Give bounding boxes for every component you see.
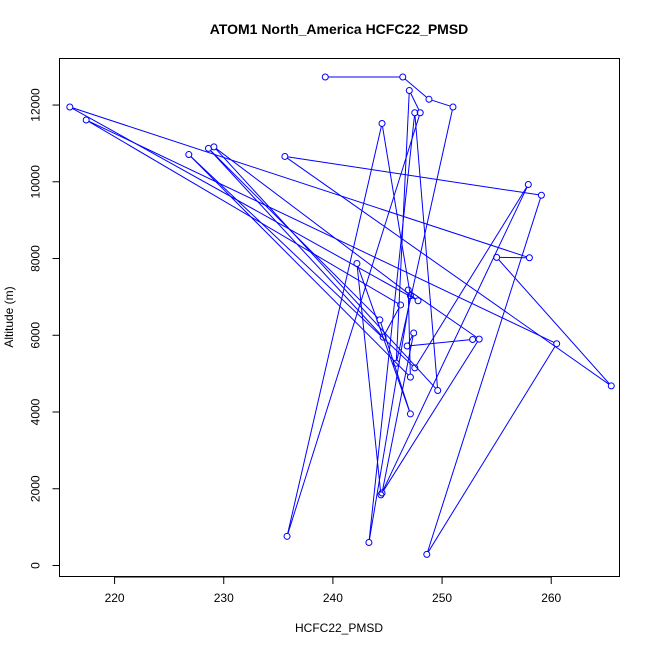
series-line-segment	[404, 78, 428, 98]
data-point	[425, 95, 433, 103]
data-point	[66, 103, 74, 111]
series-line-segment	[287, 156, 539, 196]
data-point	[406, 292, 414, 300]
x-tick-label: 220	[105, 591, 125, 605]
data-point	[365, 538, 373, 546]
series-line-segment	[384, 307, 400, 335]
y-axis: 0 2000 4000 6000 8000 10000 12000	[29, 88, 60, 569]
y-tick-label: 6000	[29, 322, 43, 349]
series-line-segment	[368, 298, 411, 540]
series-line-segment	[383, 341, 479, 491]
series-layer	[66, 73, 615, 558]
series-line-segment	[414, 115, 438, 388]
data-point	[281, 152, 289, 160]
x-axis-label: HCFC22_PMSD	[295, 621, 383, 635]
series-line-segment	[410, 92, 420, 111]
series-line-segment	[190, 156, 409, 376]
series-line-segment	[72, 107, 527, 258]
series-line-segment	[410, 291, 477, 338]
series-line-segment	[215, 148, 437, 389]
data-point	[353, 260, 361, 268]
series-line-segment	[210, 150, 379, 319]
series-line-segment	[88, 121, 399, 304]
data-point	[321, 73, 329, 81]
series-line-segment	[410, 339, 470, 347]
series-line-segment	[287, 157, 610, 385]
chart-title: ATOM1 North_America HCFC22_PMSD	[210, 21, 469, 37]
series-line-segment	[382, 126, 411, 293]
data-point	[416, 109, 424, 117]
series-line-segment	[431, 99, 451, 107]
series-line-segment	[380, 322, 410, 412]
y-tick-label: 8000	[29, 245, 43, 272]
data-point	[378, 489, 386, 497]
series-line-segment	[210, 150, 382, 336]
data-point	[379, 333, 387, 341]
series-line-segment	[407, 292, 411, 375]
data-point	[525, 254, 533, 262]
data-point	[204, 144, 212, 152]
series-line-segment	[382, 335, 414, 491]
data-point	[469, 335, 477, 343]
series-line-segment	[498, 259, 610, 385]
plot-area-border	[59, 58, 620, 577]
data-point	[82, 116, 90, 124]
data-point	[411, 364, 419, 372]
x-tick-label: 230	[214, 591, 234, 605]
series-line-segment	[190, 156, 413, 367]
data-point	[392, 359, 400, 367]
series-line-segment	[381, 186, 528, 493]
series-line-segment	[88, 120, 555, 343]
y-tick-label: 4000	[29, 398, 43, 425]
y-axis-label: Altitude (m)	[2, 286, 16, 347]
data-point	[524, 180, 532, 188]
y-tick-label: 12000	[29, 88, 43, 122]
data-point	[434, 387, 442, 395]
series-line-segment	[287, 126, 382, 534]
data-point	[475, 335, 483, 343]
x-axis: 220 230 240 250 260	[105, 576, 562, 605]
series-line-segment	[415, 186, 528, 366]
data-point	[410, 329, 418, 337]
data-point	[449, 103, 457, 111]
y-tick-label: 2000	[29, 475, 43, 502]
data-point	[406, 373, 414, 381]
series-line-segment	[356, 266, 382, 492]
data-point	[283, 532, 291, 540]
y-tick-label: 10000	[29, 165, 43, 199]
y-tick-label: 0	[29, 562, 43, 569]
data-point	[414, 297, 422, 305]
data-point	[406, 410, 414, 418]
series-line-segment	[427, 197, 541, 552]
data-point	[378, 119, 386, 127]
x-tick-label: 250	[432, 591, 452, 605]
series-line-segment	[408, 335, 413, 344]
data-point	[397, 301, 405, 309]
data-point	[404, 286, 412, 294]
series-line-segment	[287, 115, 420, 534]
data-point	[553, 340, 561, 348]
data-point	[405, 86, 413, 94]
data-point	[537, 191, 545, 199]
series-line-segment	[427, 345, 556, 553]
data-point	[411, 109, 419, 117]
data-point	[493, 253, 501, 261]
data-point	[607, 382, 615, 390]
x-tick-label: 260	[541, 591, 561, 605]
data-point	[423, 550, 431, 558]
data-point	[399, 73, 407, 81]
series-line-segment	[368, 115, 415, 540]
data-point	[185, 151, 193, 159]
series-line-segment	[216, 148, 416, 300]
x-tick-label: 240	[323, 591, 343, 605]
data-point	[376, 316, 384, 324]
data-point	[403, 342, 411, 350]
